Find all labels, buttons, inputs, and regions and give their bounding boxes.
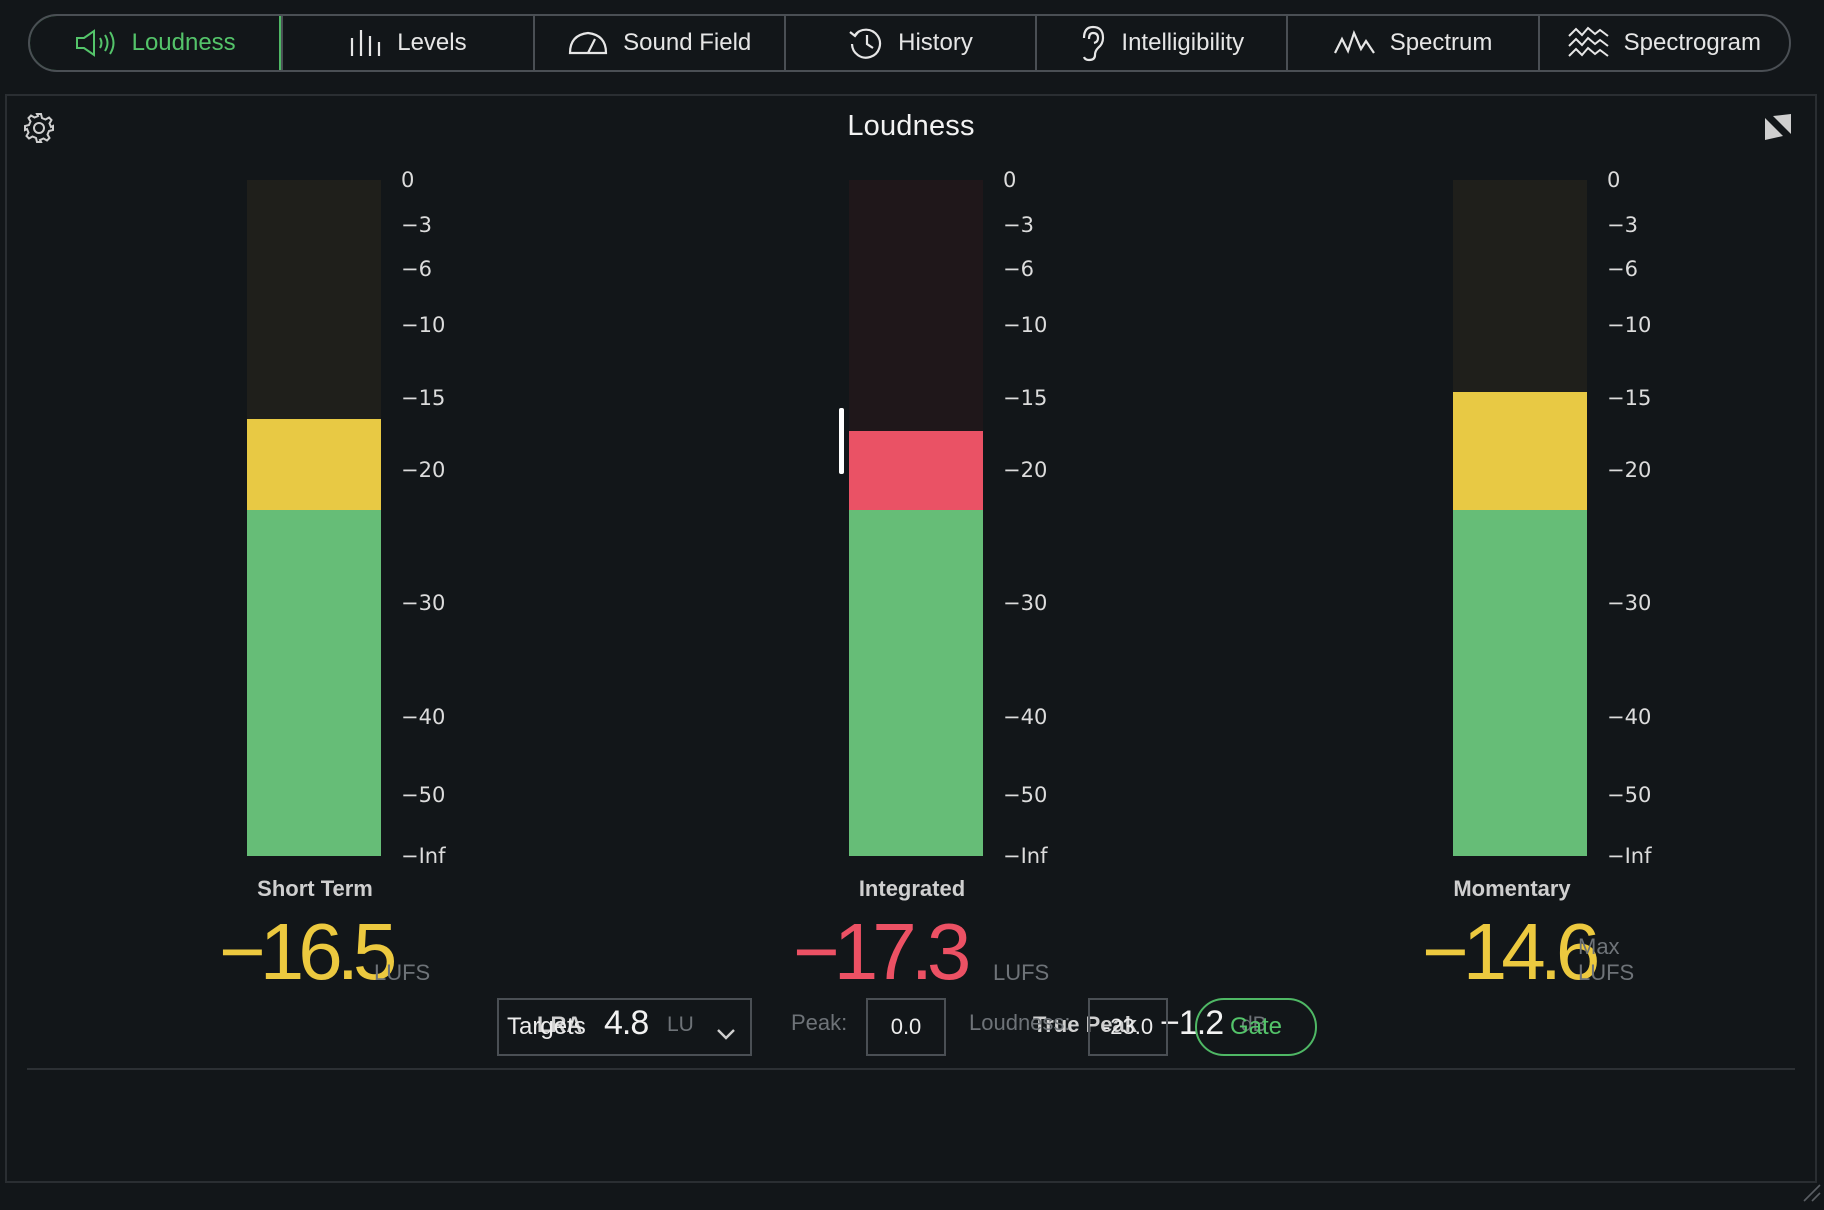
scale-tick: −Inf	[1003, 844, 1048, 868]
loudness-target-field[interactable]: -23.0	[1088, 998, 1168, 1056]
loudness-label: Loudness:	[969, 1010, 1071, 1035]
target-marker	[839, 408, 844, 475]
tab-label: Loudness	[131, 29, 236, 56]
integrated-label: Integrated	[858, 876, 966, 901]
momentary-unit: LUFS	[1578, 960, 1635, 985]
scale-tick: −3	[1003, 212, 1034, 237]
true-peak-label: True Peak	[1033, 1012, 1137, 1037]
scale-tick: −15	[1003, 385, 1048, 410]
scale-tick: −10	[401, 313, 446, 338]
scale-tick: −30	[1607, 590, 1652, 615]
scale-tick: 0	[1003, 168, 1017, 192]
short-term-meter: 0 −3 −6 −10 −15 −20 −30 −40 −50 −Inf	[247, 168, 487, 868]
speaker-icon	[74, 28, 118, 58]
scale-tick: −15	[401, 385, 446, 410]
tab-history[interactable]: History	[783, 16, 1035, 70]
levels-bars-icon	[349, 28, 383, 58]
tab-label: Spectrum	[1389, 29, 1493, 56]
page-title: Loudness	[847, 110, 975, 142]
tab-label: Intelligibility	[1121, 29, 1245, 56]
scale-tick: −6	[401, 257, 432, 282]
momentary-meter: 0 −3 −6 −10 −15 −20 −30 −40 −50 −Inf	[1453, 168, 1693, 868]
scale-tick: −20	[401, 458, 446, 482]
history-clock-icon	[848, 26, 884, 60]
integrated-unit: LUFS	[993, 960, 1050, 985]
tab-spectrogram[interactable]: Spectrogram	[1537, 16, 1789, 70]
meter-bar	[849, 180, 983, 856]
tab-loudness[interactable]: Loudness	[30, 16, 282, 70]
meter-fill-yellow	[1453, 391, 1587, 510]
resize-grip-icon[interactable]	[1798, 1179, 1822, 1208]
meter-scale: 0 −3 −6 −10 −15 −20 −30 −40 −50 −Inf	[1607, 168, 1687, 868]
gate-button[interactable]: Gate	[1195, 998, 1317, 1056]
lra-unit: LU	[667, 1013, 694, 1036]
scale-tick: −6	[1003, 257, 1034, 282]
short-term-unit: LUFS	[374, 960, 431, 985]
momentary-unit-max: Max	[1578, 934, 1620, 959]
peak-target-field[interactable]: 0.0	[866, 998, 946, 1056]
scale-tick: −30	[401, 590, 446, 615]
short-term-value: −16.5	[219, 907, 397, 996]
spectrogram-icon	[1567, 26, 1610, 60]
scale-tick: −15	[1607, 385, 1652, 410]
lra-value: 4.8	[604, 1004, 649, 1042]
divider	[27, 1068, 1795, 1070]
meter-bar	[247, 180, 381, 856]
tab-label: Spectrogram	[1623, 29, 1762, 56]
meter-fill-yellow	[247, 419, 381, 510]
scale-tick: −Inf	[1607, 844, 1652, 868]
targets-select-value: Targets	[507, 1013, 586, 1040]
tab-label: Sound Field	[623, 29, 752, 56]
gauge-icon	[567, 29, 609, 57]
scale-tick: −50	[1003, 783, 1048, 808]
short-term-label: Short Term	[257, 876, 373, 901]
scale-tick: 0	[1607, 168, 1621, 192]
peak-label: Peak:	[791, 1010, 848, 1035]
scale-tick: −10	[1607, 313, 1652, 338]
scale-tick: −50	[1607, 783, 1652, 808]
loudness-panel: Loudness 0 −3 −6 −10 −15 −20 −30 −40 −50 −Inf Sho…	[5, 94, 1817, 1183]
tab-spectrum[interactable]: Spectrum	[1286, 16, 1537, 70]
view-tab-bar: Loudness Levels Sound Field	[28, 14, 1791, 72]
scale-tick: −3	[1607, 212, 1638, 237]
tab-label: History	[898, 29, 973, 56]
meter-fill-green	[1453, 509, 1587, 856]
tab-label: Levels	[397, 29, 467, 56]
scale-tick: −6	[1607, 257, 1638, 282]
tab-levels[interactable]: Levels	[281, 16, 532, 70]
scale-tick: −40	[1003, 704, 1048, 729]
expand-icon[interactable]	[1763, 112, 1793, 147]
lra-label: LRA	[537, 1012, 583, 1037]
scale-tick: −20	[1003, 458, 1048, 482]
true-peak-unit: dB	[1241, 1013, 1267, 1036]
scale-tick: −3	[401, 212, 432, 237]
scale-tick: −Inf	[401, 844, 446, 868]
meter-fill-red	[849, 430, 983, 510]
scale-tick: −50	[401, 783, 446, 808]
meter-fill-green	[247, 509, 381, 856]
scale-tick: −20	[1607, 458, 1652, 482]
momentary-label: Momentary	[1453, 876, 1571, 901]
meter-fill-green	[849, 509, 983, 856]
tab-intelligibility[interactable]: Intelligibility	[1035, 16, 1286, 70]
integrated-value: −17.3	[793, 907, 971, 996]
meter-scale: 0 −3 −6 −10 −15 −20 −30 −40 −50 −Inf	[1003, 168, 1083, 868]
ear-icon	[1079, 24, 1107, 62]
momentary-value: −14.6	[1422, 907, 1600, 996]
tab-sound-field[interactable]: Sound Field	[532, 16, 784, 70]
scale-tick: −40	[401, 704, 446, 729]
integrated-meter: 0 −3 −6 −10 −15 −20 −30 −40 −50 −Inf	[839, 168, 1089, 868]
targets-select[interactable]: Targets	[497, 998, 752, 1056]
scale-tick: −30	[1003, 590, 1048, 615]
scale-tick: 0	[401, 168, 415, 192]
gear-icon[interactable]	[23, 112, 55, 149]
scale-tick: −10	[1003, 313, 1048, 338]
meter-bar	[1453, 180, 1587, 856]
meter-scale: 0 −3 −6 −10 −15 −20 −30 −40 −50 −Inf	[401, 168, 481, 868]
chevron-down-icon	[716, 1020, 736, 1048]
scale-tick: −40	[1607, 704, 1652, 729]
spectrum-wave-icon	[1333, 29, 1376, 57]
